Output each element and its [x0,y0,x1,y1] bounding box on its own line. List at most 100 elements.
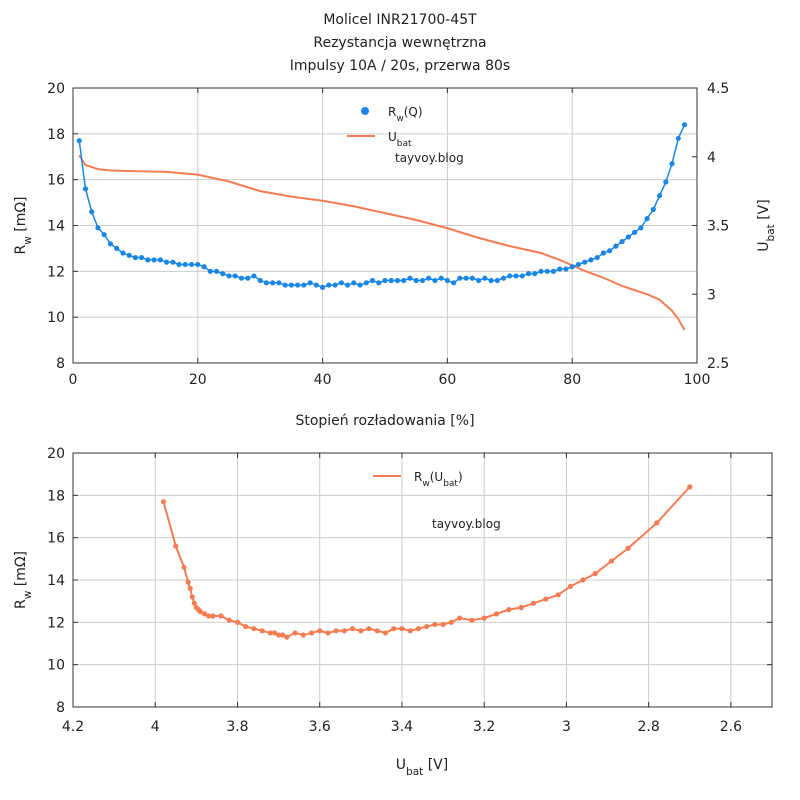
data-point-rw [382,277,388,284]
data-point-rw [482,275,488,281]
data-point-rw [207,268,213,274]
data-point-rw-ubat [300,632,306,638]
data-point-rw [232,273,238,279]
data-point-rw-ubat [580,577,586,583]
data-point-rw-ubat [625,545,631,551]
watermark: tayvoy.blog [432,517,501,531]
legend-marker-rw [361,107,369,115]
watermark: tayvoy.blog [395,151,464,165]
data-point-rw [344,282,351,288]
x-tick-label: 3.8 [226,719,248,735]
data-point-rw [95,225,101,231]
data-point-rw-ubat [530,600,537,606]
x-tick-label: 2.8 [638,719,660,735]
data-point-rw [544,268,550,274]
plot-frame [72,87,698,364]
data-point-rw-ubat [191,600,197,606]
data-point-rw [363,280,369,286]
data-point-rw [607,248,613,254]
data-point-rw-ubat [267,630,273,636]
data-point-rw-ubat [415,626,421,632]
y-tick-label: 10 [47,658,65,674]
data-point-rw [419,277,426,284]
data-point-rw-ubat [555,592,561,598]
data-point-rw-ubat [609,558,615,564]
y-tick-label: 8 [56,356,65,372]
data-point-rw [301,282,307,288]
y-tick-label: 16 [47,173,65,189]
x-tick-label: 3.2 [473,719,495,735]
data-point-rw [675,135,681,142]
data-point-rw [669,161,675,167]
data-point-rw [195,261,201,268]
data-point-rw [569,264,575,270]
data-point-rw [613,243,619,249]
data-point-rw [164,259,170,265]
data-point-rw [213,268,220,274]
data-point-rw-ubat [493,611,500,617]
data-point-rw-ubat [210,613,216,619]
data-point-rw [114,245,120,252]
data-point-rw [107,241,114,247]
data-point-rw [469,275,475,281]
data-point-rw-ubat [243,623,249,630]
data-point-rw-ubat [518,604,524,611]
data-point-rw [313,282,319,288]
data-point-rw [575,261,582,268]
data-point-rw [619,238,625,245]
data-point-rw-ubat [506,607,512,613]
data-point-rw [388,277,394,284]
data-point-rw-ubat [280,632,286,638]
data-point-rw [257,277,263,284]
data-point-rw [176,261,182,268]
data-point-rw [451,280,457,286]
data-point-rw [270,280,276,286]
chart-2: 4.2 4 3.8 3.6 3.4 3.2 3 2.8 2.6 8 10 12 14 16 18 20 [47,446,773,735]
data-point-rw-ubat [284,634,290,640]
y-tick-label: 18 [47,127,65,143]
data-point-rw-ubat [187,585,193,592]
data-point-rw-ubat [259,628,265,634]
x-tick-label: 20 [189,372,207,388]
y-axis-label: Rw [mΩ] [13,551,34,609]
data-point-rw [307,280,313,286]
x-tick-label: 3.6 [309,719,331,735]
x-axis-label: Stopień rozładowania [%] [295,413,474,429]
data-point-rw [351,280,357,286]
data-point-rw [170,259,176,265]
data-point-rw [76,138,82,144]
data-point-rw [245,275,251,281]
data-point-rw-ubat [469,617,475,623]
data-point-rw [494,277,500,284]
x-tick-label: 3.4 [391,719,413,735]
data-point-rw [220,271,226,277]
data-point-rw [457,275,463,281]
chart-title-line-2: Rezystancja wewnętrzna [313,35,487,51]
data-point-rw-ubat [226,617,232,623]
data-point-rw-ubat [189,594,195,600]
data-point-rw-ubat [333,628,339,634]
chart-title-line-3: Impulsy 10A / 20s, przerwa 80s [289,58,511,74]
y-tick-label: 14 [47,573,65,589]
y2-tick-label: 4 [707,150,716,166]
series-line-ubat [78,154,686,331]
y-tick-label: 20 [47,81,65,97]
x-tick-label: 60 [438,372,456,388]
data-point-rw-ubat [308,630,315,636]
data-point-rw-ubat [185,579,191,585]
data-point-rw-ubat [687,484,693,490]
x-tick-label: 2.6 [720,719,742,735]
data-point-rw [588,257,594,263]
data-point-rw-ubat [275,632,282,638]
data-point-rw-ubat [543,596,549,602]
data-point-rw [632,229,638,235]
data-point-rw [401,277,407,284]
data-point-rw [407,275,413,281]
x-tick-label: 4.2 [62,719,84,735]
data-point-rw [656,193,663,199]
data-point-rw-ubat [350,626,356,632]
data-point-rw-ubat [206,613,212,619]
y2-tick-label: 3.5 [707,219,729,235]
data-point-rw [438,275,444,281]
